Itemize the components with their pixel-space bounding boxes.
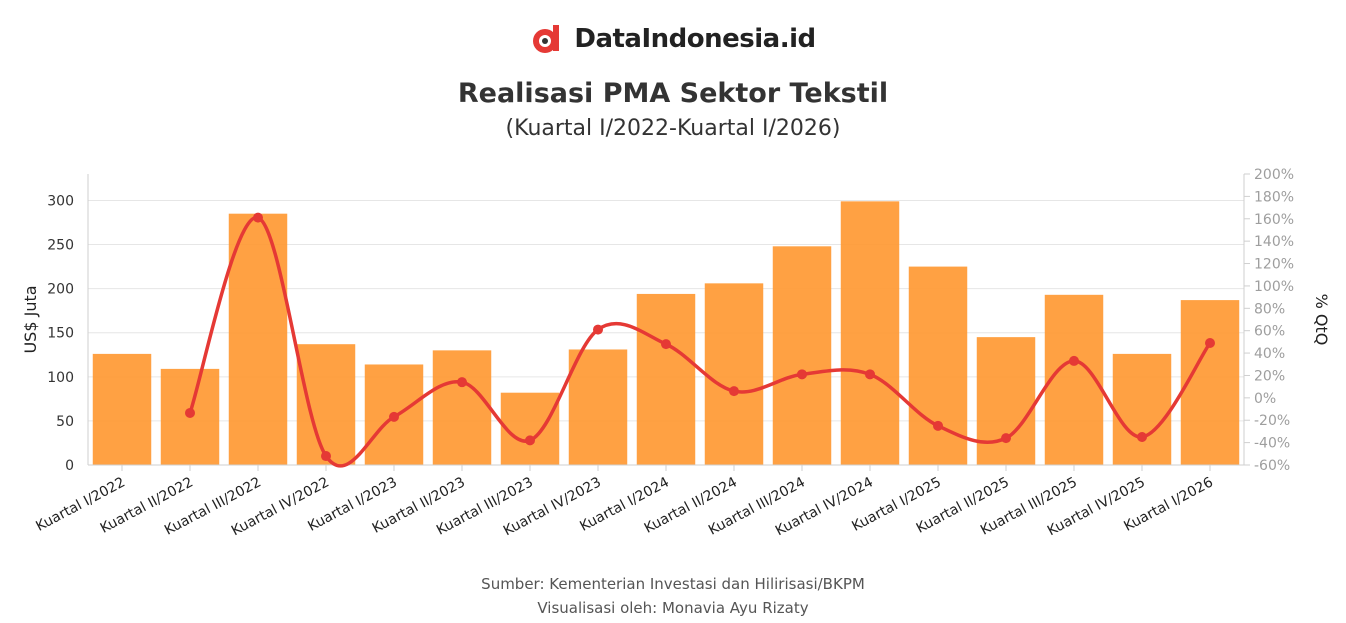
bar [908,266,968,465]
qtq-line [188,215,1212,468]
y-right-tick-label: 140% [1254,234,1294,250]
qtq-point [661,339,671,350]
bar [772,246,832,465]
combo-chart: 0 50 100 150 200 250 300 -60% -40% -20% 0% 20% 40% 60… [21,167,1331,539]
y-right-tick-label: 60% [1254,324,1285,340]
y-right-tick-label: 80% [1254,301,1285,317]
qtq-point [729,386,739,397]
y-tick-label: 0 [65,458,74,474]
qtq-point [389,411,399,422]
y-axis-title: US$ Juta [21,285,40,353]
qtq-point [253,212,263,223]
brand-header: DataIndonesia.id [0,22,1346,56]
bar [1112,353,1172,465]
qtq-point [1205,338,1215,349]
y-right-tick-label: 180% [1254,189,1294,205]
y-right-tick-label: -20% [1254,413,1290,429]
y-right-tick-label: 160% [1254,212,1294,228]
y-right-tick-label: -40% [1254,436,1290,452]
qtq-point [457,377,467,388]
qtq-point [797,369,807,380]
y-right-tick-label: 20% [1254,368,1285,384]
bar [704,283,764,465]
bar [636,293,696,465]
y-right-tick-label: 100% [1254,279,1294,295]
brand-name: DataIndonesia.id [574,24,816,54]
bar [296,344,356,465]
source-note: Sumber: Kementerian Investasi dan Hiliri… [481,575,865,593]
bar [840,201,900,465]
y-right-tick-label: 200% [1254,167,1294,183]
credit-note: Visualisasi oleh: Monavia Ayu Rizaty [537,599,809,617]
y-tick-label: 200 [47,282,74,298]
qtq-point [865,369,875,380]
bar [1044,294,1104,465]
qtq-point [933,420,943,431]
qtq-point [1069,355,1079,366]
bar [432,350,492,465]
qtq-point [593,324,603,335]
y-right-tick-label: 0% [1254,391,1276,407]
y-tick-label: 300 [47,193,74,209]
dataindonesia-logo-icon [533,25,560,53]
bar [228,213,288,465]
y-tick-label: 50 [56,414,74,430]
bar [976,337,1036,465]
y-right-axis-title: % QtQ [1312,294,1331,346]
y-tick-label: 100 [47,370,74,386]
y-right-tick-label: 40% [1254,346,1285,362]
qtq-point [1137,432,1147,443]
qtq-point [321,451,331,462]
bar [568,349,628,465]
chart-title: Realisasi PMA Sektor Tekstil [457,78,889,109]
y-right-tick-label: -60% [1254,458,1290,474]
qtq-point [525,435,535,446]
bar [92,353,152,465]
bar [1180,300,1240,465]
bar [500,392,560,465]
y-tick-label: 150 [47,326,74,342]
y-right-tick-label: 120% [1254,257,1294,273]
qtq-point [185,407,195,418]
chart-subtitle: (Kuartal I/2022-Kuartal I/2026) [505,116,841,141]
qtq-point [1001,433,1011,444]
y-tick-label: 250 [47,238,74,254]
